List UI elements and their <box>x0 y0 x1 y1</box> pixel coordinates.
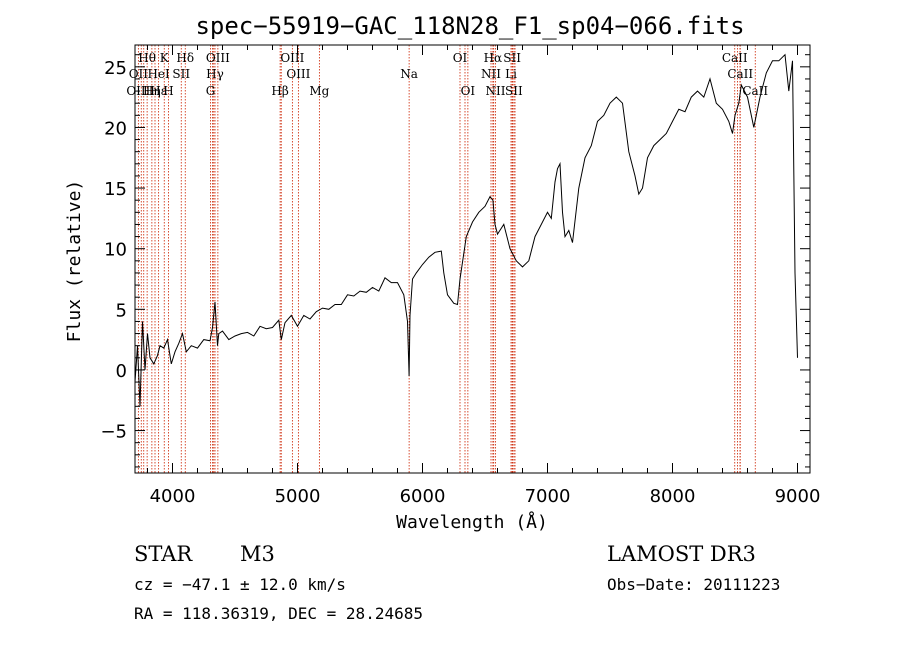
marker-label-top: Hθ <box>138 51 156 65</box>
object-subclass: M3 <box>240 542 275 566</box>
marker-label-low: Hη <box>143 84 161 98</box>
line-markers <box>137 45 756 473</box>
y-tick-label: 0 <box>116 361 127 382</box>
spectrum-line <box>134 53 798 407</box>
marker-label-mid: OIII <box>286 67 310 81</box>
object-class: STAR <box>134 542 193 566</box>
y-tick-label: 5 <box>116 300 127 321</box>
redshift-text: cz = −47.1 ± 12.0 km/s <box>134 575 346 594</box>
marker-label-mid: Na <box>400 67 418 81</box>
marker-label-top: OI <box>453 51 468 65</box>
coords-text: RA = 118.36319, DEC = 28.24685 <box>134 604 423 623</box>
marker-label-low: SII <box>505 84 523 98</box>
marker-label-low: Hε <box>150 84 167 98</box>
y-tick-label: 20 <box>104 118 127 139</box>
marker-label-top: OIII <box>280 51 304 65</box>
x-tick-label: 4000 <box>150 486 196 507</box>
plot-frame <box>134 44 811 474</box>
marker-label-mid: Li <box>505 67 517 81</box>
marker-label-top: Hδ <box>176 51 194 65</box>
marker-label-top: CaII <box>722 51 748 65</box>
marker-label-low: OI <box>461 84 476 98</box>
marker-label-low: Hβ <box>271 84 288 98</box>
y-tick-label: 25 <box>104 58 127 79</box>
x-tick-label: 8000 <box>650 486 696 507</box>
marker-label-mid: NII <box>481 67 501 81</box>
obs-date-text: Obs−Date: 20111223 <box>607 575 780 594</box>
y-tick-label: 15 <box>104 179 127 200</box>
marker-label-top: OIII <box>206 51 230 65</box>
marker-label-low: Mg <box>309 84 329 98</box>
marker-label-top: K <box>160 51 170 65</box>
x-tick-label: 6000 <box>400 486 446 507</box>
marker-label-mid: HeI <box>147 67 170 81</box>
survey-name: LAMOST DR3 <box>607 542 756 566</box>
marker-label-top: SII <box>503 51 521 65</box>
marker-label-mid: Hγ <box>206 67 224 81</box>
marker-label-low: H <box>163 84 173 98</box>
x-tick-label: 5000 <box>275 486 321 507</box>
y-tick-label: −5 <box>100 422 127 443</box>
marker-label-mid: CaII <box>727 67 753 81</box>
marker-label-low: NII <box>486 84 506 98</box>
x-tick-labels: 4000 5000 6000 7000 8000 9000 <box>150 486 821 507</box>
x-tick-label: 9000 <box>775 486 821 507</box>
x-tick-label: 7000 <box>525 486 571 507</box>
marker-label-top: Hα <box>484 51 503 65</box>
x-axis-label: Wavelength (Å) <box>396 511 548 533</box>
marker-label-low: G <box>206 84 216 98</box>
marker-label-low: CaII <box>742 84 768 98</box>
axis-ticks <box>135 45 810 473</box>
y-axis-label: Flux (relative) <box>64 180 85 343</box>
y-tick-labels: −5 0 5 10 15 20 25 <box>100 58 127 443</box>
y-tick-label: 10 <box>104 240 127 261</box>
marker-label-mid: OII <box>129 67 149 81</box>
chart-title: spec−55919−GAC_118N28_F1_sp04−066.fits <box>195 12 744 40</box>
marker-label-mid: SII <box>172 67 190 81</box>
